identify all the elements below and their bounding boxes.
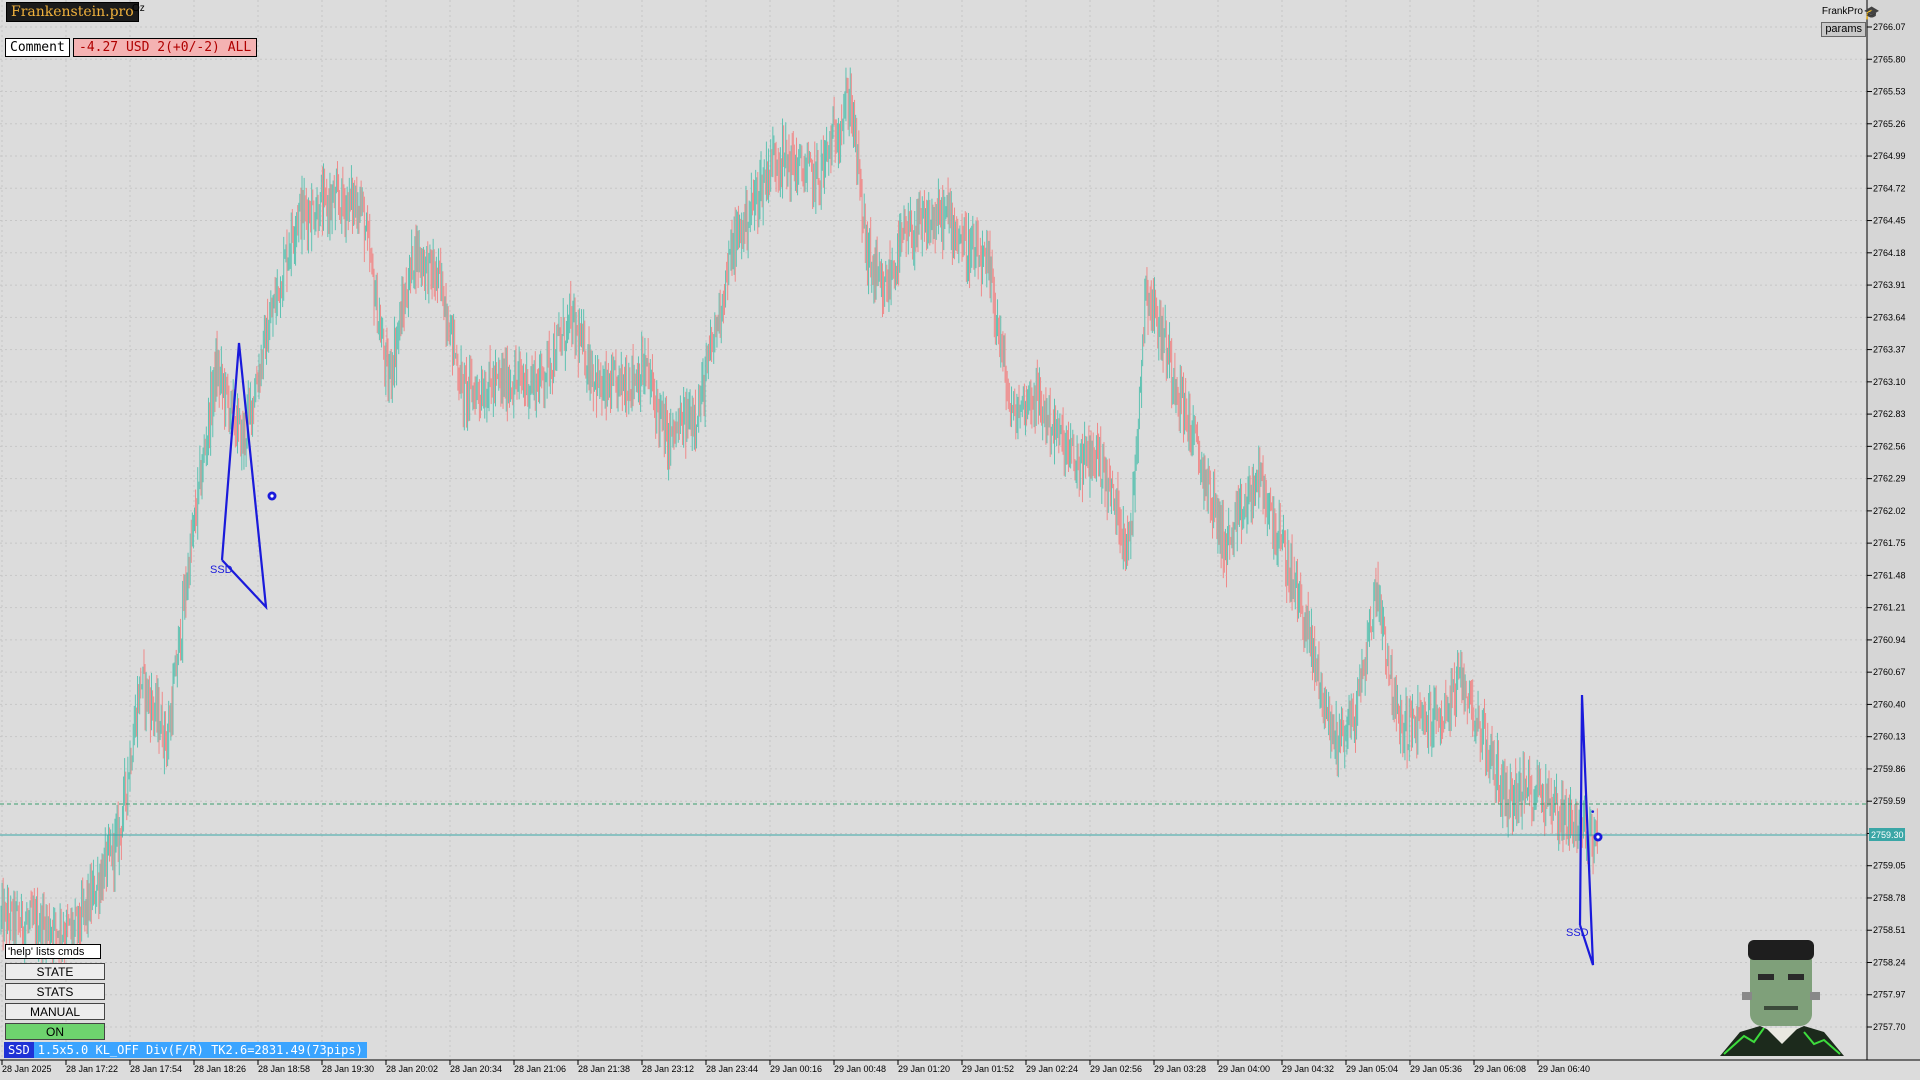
candles — [0, 67, 1598, 971]
status-text: 1.5x5.0 KL_OFF Div(F/R) TK2.6=2831.49(73… — [33, 1042, 367, 1058]
time-label: 29 Jan 04:32 — [1282, 1064, 1334, 1074]
time-label: 29 Jan 01:52 — [962, 1064, 1014, 1074]
price-label: 2764.45 — [1873, 216, 1906, 226]
help-hint: 'help' lists cmds — [5, 944, 101, 959]
time-label: 29 Jan 01:20 — [898, 1064, 950, 1074]
price-label: 2764.72 — [1873, 183, 1906, 193]
time-label: 28 Jan 21:38 — [578, 1064, 630, 1074]
price-label: 2763.91 — [1873, 280, 1906, 290]
ssd-pattern-right — [1578, 694, 1595, 966]
price-label: 2765.53 — [1873, 87, 1906, 97]
time-label: 28 Jan 19:30 — [322, 1064, 374, 1074]
current-price-tag — [1869, 828, 1905, 841]
graduation-cap-icon[interactable]: 🎓 — [1863, 5, 1880, 20]
price-label: 2759.86 — [1873, 764, 1906, 774]
price-label: 2763.10 — [1873, 377, 1906, 387]
price-label: 2764.18 — [1873, 248, 1906, 258]
price-label: 2759.59 — [1873, 796, 1906, 806]
ssd-pattern-left — [220, 342, 268, 611]
time-label: 29 Jan 00:16 — [770, 1064, 822, 1074]
time-label: 28 Jan 17:54 — [130, 1064, 182, 1074]
current-price-value: 2759.30 — [1871, 830, 1904, 840]
time-label: 29 Jan 02:24 — [1026, 1064, 1078, 1074]
time-label: 28 Jan 23:12 — [642, 1064, 694, 1074]
time-labels: 28 Jan 2025 28 Jan 17:22 28 Jan 17:54 28 Ja… — [1, 1060, 1590, 1074]
ssd-marker-core — [270, 494, 274, 498]
time-label: 28 Jan 21:06 — [514, 1064, 566, 1074]
symbol-hint: Oz — [132, 3, 145, 14]
ssd-tp-marker: • — [1591, 807, 1595, 818]
on-toggle-button[interactable]: ON — [5, 1023, 105, 1040]
price-label: 2766.07 — [1873, 22, 1906, 32]
price-label: 2762.56 — [1873, 441, 1906, 451]
time-label: 28 Jan 20:34 — [450, 1064, 502, 1074]
ssd-marker-core — [1596, 835, 1600, 839]
price-label: 2761.75 — [1873, 538, 1906, 548]
frankenstein-avatar-icon — [1720, 940, 1844, 1056]
price-label: 2757.97 — [1873, 990, 1906, 1000]
time-label: 28 Jan 20:02 — [386, 1064, 438, 1074]
time-label: 29 Jan 05:04 — [1346, 1064, 1398, 1074]
time-label: 28 Jan 18:26 — [194, 1064, 246, 1074]
price-label: 2764.99 — [1873, 151, 1906, 161]
pnl-display: -4.27 USD 2(+0/-2) ALL — [73, 38, 258, 57]
time-label: 29 Jan 06:08 — [1474, 1064, 1526, 1074]
frankpro-label: FrankPro — [1821, 6, 1863, 17]
time-label: 29 Jan 03:28 — [1154, 1064, 1206, 1074]
price-label: 2757.70 — [1873, 1022, 1906, 1032]
time-label: 28 Jan 17:22 — [66, 1064, 118, 1074]
time-label: 29 Jan 02:56 — [1090, 1064, 1142, 1074]
price-label: 2762.02 — [1873, 506, 1906, 516]
price-label: 2763.64 — [1873, 312, 1906, 322]
price-label: 2758.78 — [1873, 893, 1906, 903]
status-bar: SSD 1.5x5.0 KL_OFF Div(F/R) TK2.6=2831.49… — [4, 1042, 367, 1058]
price-label: 2760.94 — [1873, 635, 1906, 645]
price-label: 2762.29 — [1873, 474, 1906, 484]
chart-background — [0, 0, 1867, 1060]
status-tag: SSD — [4, 1042, 34, 1058]
brand-logo-text: Frankenstein.pro — [6, 2, 139, 22]
price-label: 2765.26 — [1873, 119, 1906, 129]
price-label: 2758.24 — [1873, 957, 1906, 967]
state-button[interactable]: STATE — [5, 963, 105, 980]
time-label: 29 Jan 05:36 — [1410, 1064, 1462, 1074]
time-label: 28 Jan 23:44 — [706, 1064, 758, 1074]
price-label: 2760.13 — [1873, 732, 1906, 742]
stats-button[interactable]: STATS — [5, 983, 105, 1000]
time-label: 29 Jan 00:48 — [834, 1064, 886, 1074]
params-button[interactable]: params — [1821, 22, 1866, 37]
price-label: 2761.21 — [1873, 603, 1906, 613]
ssd-pattern-label: SSD — [210, 564, 233, 576]
price-label: 2762.83 — [1873, 409, 1906, 419]
price-label: 2763.37 — [1873, 345, 1906, 355]
price-label: 2759.05 — [1873, 861, 1906, 871]
price-label: 2765.80 — [1873, 54, 1906, 64]
ssd-patterns: SSD SSD • — [210, 342, 1603, 966]
price-label: 2760.40 — [1873, 699, 1906, 709]
time-label: 29 Jan 04:00 — [1218, 1064, 1270, 1074]
time-label: 28 Jan 18:58 — [258, 1064, 310, 1074]
time-label: 29 Jan 06:40 — [1538, 1064, 1590, 1074]
ssd-pattern-label: SSD — [1566, 927, 1589, 939]
manual-button[interactable]: MANUAL — [5, 1003, 105, 1020]
time-label: 28 Jan 2025 — [2, 1064, 52, 1074]
price-label: 2761.48 — [1873, 570, 1906, 580]
comment-button[interactable]: Comment — [5, 38, 70, 57]
price-label: 2758.51 — [1873, 925, 1906, 935]
price-label: 2760.67 — [1873, 667, 1906, 677]
price-axis[interactable] — [1867, 0, 1920, 1060]
